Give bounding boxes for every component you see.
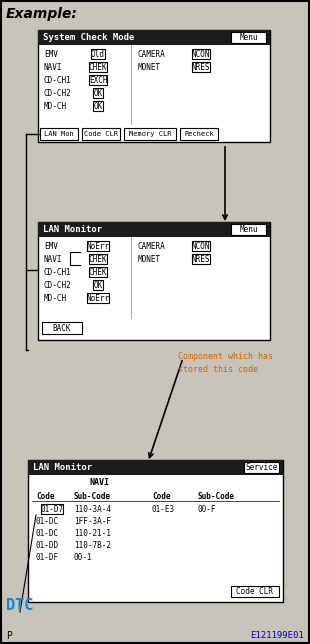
Text: 110-21-1: 110-21-1 (74, 529, 111, 538)
Text: EXCH: EXCH (89, 75, 107, 84)
Text: LAN Monitor: LAN Monitor (33, 463, 92, 472)
Bar (38, 222, 270, 237)
Bar (124, 128, 176, 140)
Bar (38, 30, 270, 142)
Bar (87, 293, 108, 303)
Text: MD-CH: MD-CH (44, 102, 67, 111)
Text: NoErr: NoErr (86, 242, 109, 251)
Text: Old: Old (91, 50, 105, 59)
Text: MONET: MONET (138, 62, 161, 71)
Bar (192, 62, 210, 72)
Text: NCON: NCON (192, 50, 210, 59)
Text: CHEK: CHEK (89, 254, 107, 263)
Text: CHEK: CHEK (89, 62, 107, 71)
Bar (38, 30, 270, 45)
Text: Recheck: Recheck (184, 131, 214, 137)
Bar (82, 476, 118, 488)
Bar (244, 462, 279, 473)
Text: 00-F: 00-F (198, 504, 216, 513)
Text: NRES: NRES (192, 254, 210, 263)
Text: CD-CH2: CD-CH2 (44, 88, 72, 97)
Text: Service: Service (245, 463, 278, 472)
Bar (28, 460, 283, 602)
Bar (89, 267, 107, 277)
Bar (192, 241, 210, 251)
Text: EMV: EMV (44, 50, 58, 59)
Text: Example:: Example: (6, 7, 78, 21)
Bar (87, 241, 108, 251)
Text: E121199E01: E121199E01 (250, 632, 304, 641)
Text: EMV: EMV (44, 242, 58, 251)
Text: OK: OK (93, 102, 103, 111)
Text: CAMERA: CAMERA (138, 50, 166, 59)
Bar (38, 222, 270, 340)
Text: LAN Mon: LAN Mon (44, 131, 74, 137)
Text: Menu: Menu (239, 225, 258, 234)
Text: Menu: Menu (239, 33, 258, 42)
Bar (28, 460, 283, 475)
Text: Code CLR: Code CLR (237, 587, 273, 596)
Text: Code CLR: Code CLR (84, 131, 118, 137)
Text: NAVI: NAVI (44, 254, 63, 263)
Bar (89, 62, 107, 72)
Bar (93, 280, 104, 290)
Bar (91, 49, 105, 59)
Text: CD-CH2: CD-CH2 (44, 281, 72, 290)
Bar (42, 322, 82, 334)
Text: 1FF-3A-F: 1FF-3A-F (74, 516, 111, 526)
Text: 110-3A-4: 110-3A-4 (74, 504, 111, 513)
Text: CAMERA: CAMERA (138, 242, 166, 251)
Bar (40, 128, 78, 140)
Text: 01-DF: 01-DF (36, 553, 59, 562)
Text: NRES: NRES (192, 62, 210, 71)
Text: Code: Code (152, 491, 171, 500)
Bar (82, 128, 120, 140)
Text: 110-7B-2: 110-7B-2 (74, 540, 111, 549)
Text: DTC: DTC (6, 598, 33, 614)
Bar (89, 254, 107, 264)
Bar (192, 254, 210, 264)
Text: CD-CH1: CD-CH1 (44, 75, 72, 84)
Text: 01-DC: 01-DC (36, 529, 59, 538)
Text: Code: Code (36, 491, 55, 500)
Text: 01-DD: 01-DD (36, 540, 59, 549)
Text: Sub-Code: Sub-Code (74, 491, 111, 500)
Bar (231, 32, 266, 43)
Text: 01-E3: 01-E3 (152, 504, 175, 513)
Bar (93, 101, 104, 111)
Text: NAVI: NAVI (90, 477, 110, 486)
Bar (180, 128, 218, 140)
Bar (231, 224, 266, 235)
Text: CHEK: CHEK (89, 267, 107, 276)
Bar (42, 504, 63, 514)
Text: Memory CLR: Memory CLR (129, 131, 171, 137)
Text: Component which has
stored this code: Component which has stored this code (178, 352, 273, 374)
Text: OK: OK (93, 88, 103, 97)
Bar (89, 75, 107, 85)
Bar (93, 88, 104, 98)
Text: BACK: BACK (53, 323, 71, 332)
Text: CD-CH1: CD-CH1 (44, 267, 72, 276)
Text: LAN Monitor: LAN Monitor (43, 225, 102, 234)
Text: OK: OK (93, 281, 103, 290)
Text: 00-1: 00-1 (74, 553, 92, 562)
Text: Sub-Code: Sub-Code (198, 491, 235, 500)
Text: MONET: MONET (138, 254, 161, 263)
Bar (192, 49, 210, 59)
Text: P: P (6, 631, 12, 641)
Text: NCON: NCON (192, 242, 210, 251)
Text: System Check Mode: System Check Mode (43, 33, 134, 42)
Bar (231, 586, 279, 597)
Text: MD-CH: MD-CH (44, 294, 67, 303)
Text: NAVI: NAVI (44, 62, 63, 71)
Text: 01-D7: 01-D7 (40, 504, 64, 513)
Text: 01-DC: 01-DC (36, 516, 59, 526)
Text: NoErr: NoErr (86, 294, 109, 303)
